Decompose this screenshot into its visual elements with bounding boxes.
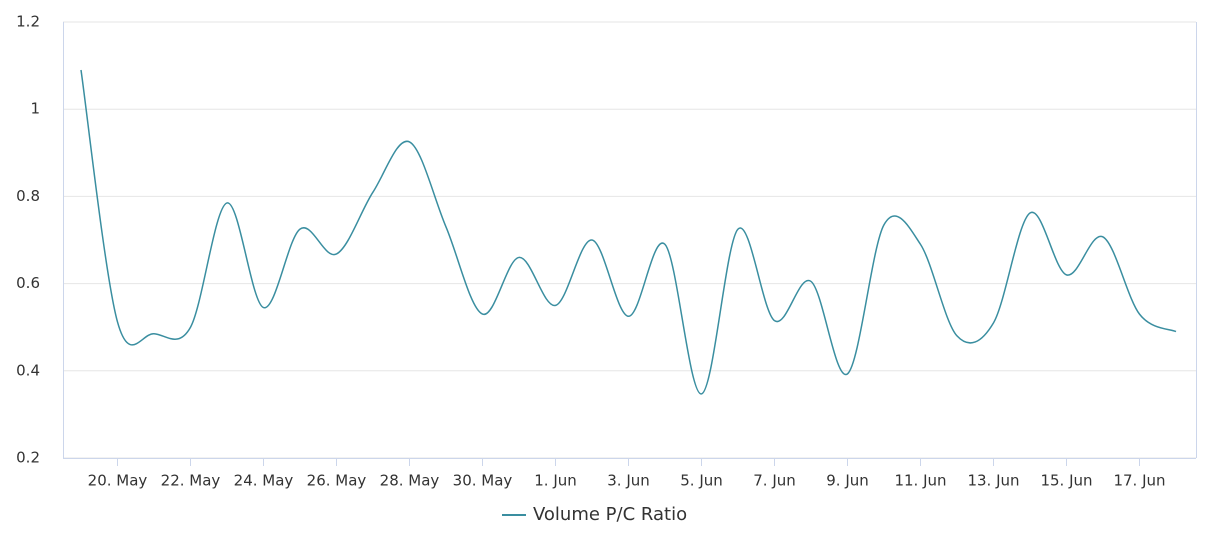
x-tick-label: 7. Jun xyxy=(753,472,796,490)
x-tick-label: 28. May xyxy=(380,472,440,490)
x-tick-label: 1. Jun xyxy=(534,472,577,490)
x-tick-label: 15. Jun xyxy=(1040,472,1092,490)
y-tick-label: 0.6 xyxy=(16,274,40,292)
x-tick-label: 24. May xyxy=(234,472,294,490)
x-tick-label: 9. Jun xyxy=(826,472,869,490)
x-tick-label: 26. May xyxy=(307,472,367,490)
x-tick-label: 22. May xyxy=(161,472,221,490)
x-tick-label: 11. Jun xyxy=(894,472,946,490)
y-tick-label: 0.4 xyxy=(16,361,40,379)
y-tick-label: 0.2 xyxy=(16,449,40,467)
x-tick-label: 20. May xyxy=(88,472,148,490)
x-tick-label: 5. Jun xyxy=(680,472,723,490)
y-tick-label: 1.2 xyxy=(16,13,40,31)
x-tick-label: 17. Jun xyxy=(1113,472,1165,490)
y-tick-label: 0.8 xyxy=(16,187,40,205)
y-tick-label: 1 xyxy=(30,100,40,118)
data-line xyxy=(80,69,1177,395)
x-tick-label: 30. May xyxy=(453,472,513,490)
x-tick-label: 13. Jun xyxy=(967,472,1019,490)
legend-label: Volume P/C Ratio xyxy=(533,504,687,525)
x-tick-label: 3. Jun xyxy=(607,472,650,490)
